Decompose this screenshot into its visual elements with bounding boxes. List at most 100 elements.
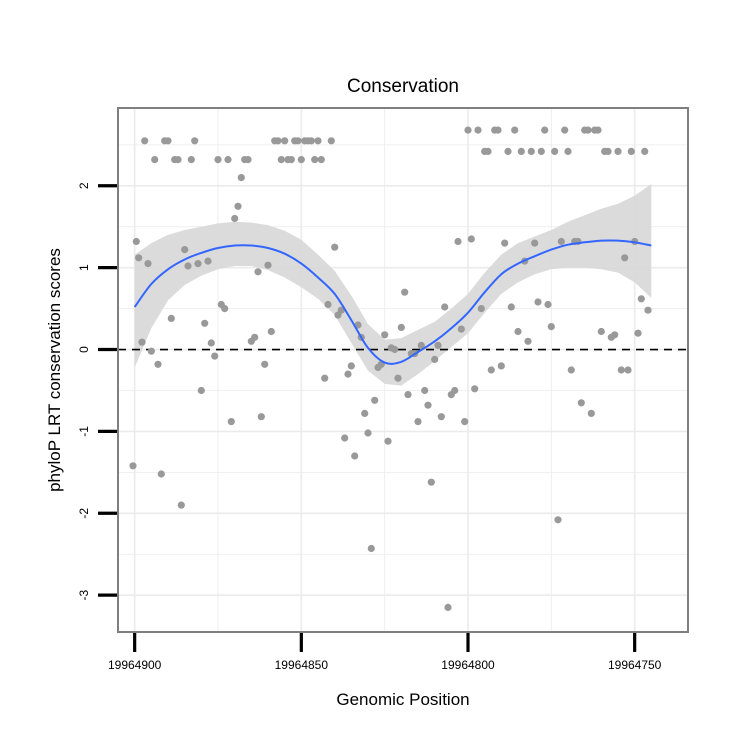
x-axis-label: Genomic Position bbox=[336, 690, 469, 709]
data-point bbox=[557, 237, 565, 246]
y-tick-label: 2 bbox=[77, 182, 91, 189]
y-axis: -3 -2 -1 0 1 2 bbox=[77, 182, 117, 600]
y-tick-label: 1 bbox=[77, 264, 91, 271]
data-point bbox=[224, 156, 232, 164]
data-point bbox=[234, 202, 242, 210]
y-axis-label: phyloP LRT conservation scores bbox=[45, 248, 64, 492]
data-point bbox=[214, 156, 222, 164]
data-point bbox=[511, 126, 519, 134]
data-point bbox=[221, 305, 229, 313]
y-tick-label: -1 bbox=[77, 426, 91, 437]
data-point bbox=[524, 337, 532, 345]
data-point bbox=[634, 329, 642, 337]
data-point bbox=[417, 341, 425, 349]
data-point bbox=[604, 147, 612, 155]
data-point bbox=[132, 237, 140, 246]
data-point bbox=[394, 374, 402, 382]
data-point bbox=[611, 331, 619, 339]
data-point bbox=[421, 386, 429, 395]
data-point bbox=[204, 257, 212, 265]
data-point bbox=[157, 470, 165, 478]
chart-title: Conservation bbox=[347, 76, 459, 97]
data-point bbox=[231, 214, 239, 223]
data-point bbox=[541, 126, 549, 134]
data-point bbox=[324, 300, 332, 309]
data-point bbox=[507, 303, 515, 311]
data-point bbox=[577, 399, 585, 407]
data-point bbox=[637, 295, 645, 303]
data-point bbox=[257, 413, 265, 421]
data-point bbox=[427, 478, 435, 486]
data-point bbox=[264, 261, 272, 269]
data-point bbox=[191, 137, 199, 145]
data-point bbox=[584, 126, 592, 134]
data-point bbox=[341, 434, 349, 442]
data-point bbox=[594, 126, 602, 134]
data-point bbox=[361, 409, 369, 417]
x-axis: 19964900 19964850 19964800 19964750 bbox=[108, 633, 662, 672]
data-point bbox=[471, 385, 479, 393]
data-point bbox=[617, 366, 625, 374]
data-point bbox=[384, 437, 392, 445]
data-point bbox=[381, 331, 389, 339]
data-point bbox=[391, 345, 399, 354]
data-point bbox=[194, 260, 202, 268]
data-point bbox=[307, 137, 315, 145]
data-point bbox=[561, 126, 569, 134]
data-point bbox=[437, 413, 445, 421]
data-point bbox=[177, 501, 185, 509]
data-point bbox=[141, 137, 149, 145]
data-point bbox=[464, 126, 472, 134]
data-point bbox=[467, 235, 475, 243]
data-point bbox=[147, 347, 155, 355]
data-point bbox=[261, 360, 269, 368]
data-point bbox=[164, 137, 172, 145]
data-point bbox=[314, 137, 322, 145]
data-point bbox=[497, 362, 505, 370]
confidence-band bbox=[134, 184, 652, 386]
data-point bbox=[129, 462, 137, 470]
data-point bbox=[144, 260, 152, 268]
data-point bbox=[414, 418, 422, 426]
data-point bbox=[567, 366, 575, 374]
plot-frame bbox=[117, 107, 689, 633]
data-point bbox=[135, 254, 143, 262]
data-point bbox=[211, 352, 219, 360]
x-tick-label: 19964750 bbox=[608, 658, 662, 672]
data-point bbox=[327, 137, 335, 145]
data-point bbox=[151, 156, 159, 164]
data-point bbox=[227, 418, 235, 426]
data-point bbox=[547, 323, 555, 331]
data-point bbox=[197, 386, 205, 395]
data-point bbox=[367, 544, 375, 553]
data-point bbox=[424, 401, 432, 409]
data-point bbox=[187, 156, 195, 164]
data-point bbox=[624, 366, 632, 374]
data-point bbox=[431, 355, 439, 363]
data-point bbox=[294, 137, 302, 145]
data-point bbox=[477, 305, 485, 313]
data-point bbox=[347, 362, 355, 370]
data-point bbox=[554, 516, 562, 524]
data-point bbox=[351, 452, 359, 460]
data-point bbox=[237, 174, 245, 182]
data-point bbox=[344, 370, 352, 378]
data-point bbox=[297, 156, 305, 164]
data-point bbox=[527, 147, 535, 155]
data-point bbox=[501, 239, 509, 247]
data-point bbox=[167, 314, 175, 322]
data-point bbox=[364, 429, 372, 437]
data-point bbox=[514, 327, 522, 336]
data-point bbox=[331, 243, 339, 251]
data-point bbox=[244, 156, 252, 164]
data-point bbox=[454, 237, 462, 246]
data-point bbox=[484, 147, 492, 155]
data-point bbox=[644, 306, 652, 314]
data-point bbox=[174, 156, 182, 164]
data-point bbox=[321, 374, 329, 382]
data-point bbox=[181, 246, 189, 254]
data-point bbox=[207, 339, 215, 347]
data-point bbox=[311, 156, 319, 164]
